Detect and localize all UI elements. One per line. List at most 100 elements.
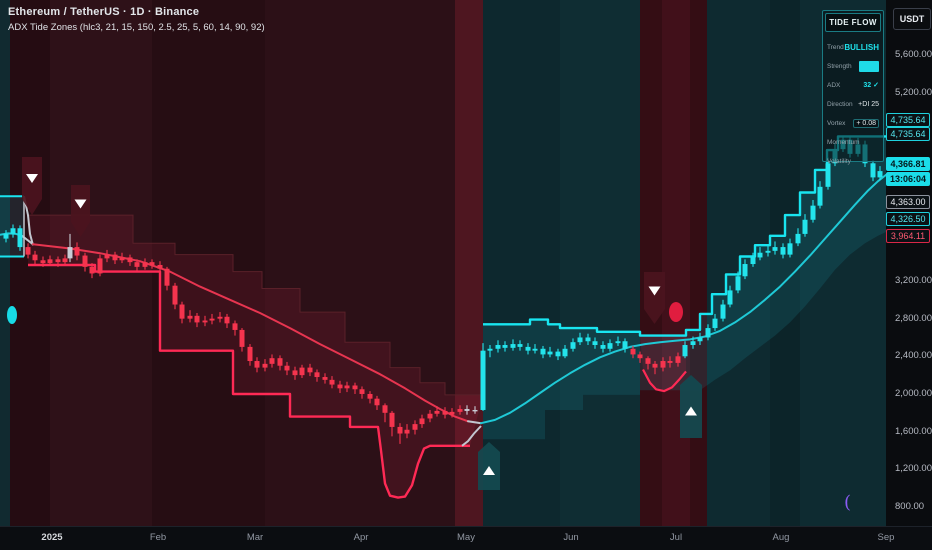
candle-body [532, 348, 538, 351]
candle-body [254, 361, 260, 368]
price-axis-label: 5,200.00 [895, 86, 932, 98]
countdown-badge: 13:06:04 [886, 172, 930, 186]
tide-row-value: BULLISH [844, 42, 879, 52]
candle-body [224, 316, 230, 324]
time-axis-label: Apr [353, 532, 369, 543]
candle-body [735, 276, 741, 291]
price-axis[interactable]: 5,600.00 5,200.00 3,200.00 2,800.00 2,400.00… [886, 0, 932, 526]
candle-body [870, 163, 876, 178]
indicator-title[interactable]: ADX Tide Zones (hlc3, 21, 15, 150, 2.5, … [8, 22, 265, 33]
bear-zone-upper-edge [28, 214, 483, 396]
candle-body [104, 254, 110, 259]
time-axis-label: Jun [563, 532, 579, 543]
candle-body [322, 377, 328, 380]
candle-body [412, 424, 418, 430]
candle-body [299, 367, 305, 376]
candle-body [622, 341, 628, 349]
price-badge: 4,366.81 [886, 157, 930, 171]
time-axis-label: Jul [669, 532, 683, 543]
candle-body [615, 341, 621, 344]
tide-row-value: + 0.08 [853, 118, 879, 128]
down-arrow-icon [26, 174, 38, 183]
tide-row-value: +DI 25 [858, 100, 879, 108]
candle-body [284, 365, 290, 371]
candle-body [202, 320, 208, 323]
symbol-title[interactable]: Ethereum / TetherUS · 1D · Binance [8, 6, 200, 18]
candle-body [149, 262, 155, 265]
candle-body [577, 337, 583, 343]
zone-transition-connector [461, 425, 482, 447]
candle-body [374, 398, 380, 406]
candle-body [32, 254, 38, 261]
candle-body [750, 257, 756, 265]
time-axis-label: 2025 [41, 532, 63, 543]
candle-body [464, 409, 470, 411]
candle-body [404, 429, 410, 434]
candle-body [562, 348, 568, 357]
candle-body [17, 228, 23, 248]
moving-average-line [467, 420, 482, 425]
candle-body [352, 385, 358, 390]
candle-body [367, 393, 373, 399]
candle-body [570, 342, 576, 349]
candle-body [630, 348, 636, 355]
candle-body [525, 346, 531, 351]
down-signal-marker [71, 185, 90, 237]
currency-toggle-button[interactable]: USDT [893, 8, 931, 30]
candle-body [637, 354, 643, 359]
candle-body [487, 348, 493, 351]
background-band [265, 0, 455, 526]
tide-row-label: Trend [827, 43, 844, 51]
candle-body [555, 351, 561, 357]
candle-body [457, 409, 463, 412]
candle-body [600, 345, 606, 349]
down-arrow-icon [74, 199, 87, 209]
candle-body [787, 243, 793, 255]
candle-body [780, 247, 786, 255]
tide-row-label: Strength [827, 62, 852, 70]
candle-body [592, 341, 598, 346]
tide-row-adx: ADX 32 ✓ [827, 79, 879, 91]
tide-row-label: ADX [827, 81, 841, 89]
tide-row-vortex: Vortex + 0.08 [827, 117, 879, 129]
candle-body [262, 363, 268, 368]
candle-body [660, 361, 666, 368]
time-axis-label: Mar [246, 532, 264, 543]
partial-logo-glyph: ( [844, 492, 852, 513]
candle-body [67, 247, 73, 259]
candle-body [472, 409, 478, 412]
moving-average-line [32, 243, 469, 423]
candle-body [314, 372, 320, 378]
candle-body [547, 351, 553, 355]
tide-flow-header: TIDE FLOW [825, 13, 881, 32]
bear-zone-fill [28, 215, 483, 498]
candle-body [802, 219, 808, 234]
candle-body [705, 328, 711, 338]
candle-body [765, 250, 771, 253]
candle-body [652, 363, 658, 368]
time-axis-label: Aug [772, 532, 790, 543]
tide-row-trend: Trend BULLISH [827, 41, 879, 53]
time-axis-label: May [457, 532, 475, 543]
candle-body [810, 205, 816, 220]
bull-zone-upper-line [483, 135, 886, 337]
candle-body [359, 389, 365, 394]
candle-body [164, 268, 170, 286]
candle-body [757, 252, 763, 258]
tide-row-label: Vortex [827, 119, 846, 127]
candle-body [329, 379, 335, 385]
candle-body [239, 329, 245, 347]
price-axis-label: 3,200.00 [895, 274, 932, 286]
candle-body [25, 247, 31, 255]
candle-body [510, 344, 516, 348]
moving-average-line [21, 234, 34, 246]
up-arrow-icon [685, 406, 697, 416]
candle-body [134, 262, 140, 267]
down-signal-marker [644, 272, 665, 324]
tide-flow-panel: TIDE FLOW Trend BULLISH Strength ADX 32 ✓ Dir… [822, 10, 884, 165]
candle-body [397, 426, 403, 434]
candle-body [55, 259, 61, 263]
candle-body [232, 323, 238, 330]
price-chart[interactable] [0, 0, 932, 526]
time-axis[interactable]: 2025 Feb Mar Apr May Jun Jul Aug Sep [0, 526, 932, 550]
